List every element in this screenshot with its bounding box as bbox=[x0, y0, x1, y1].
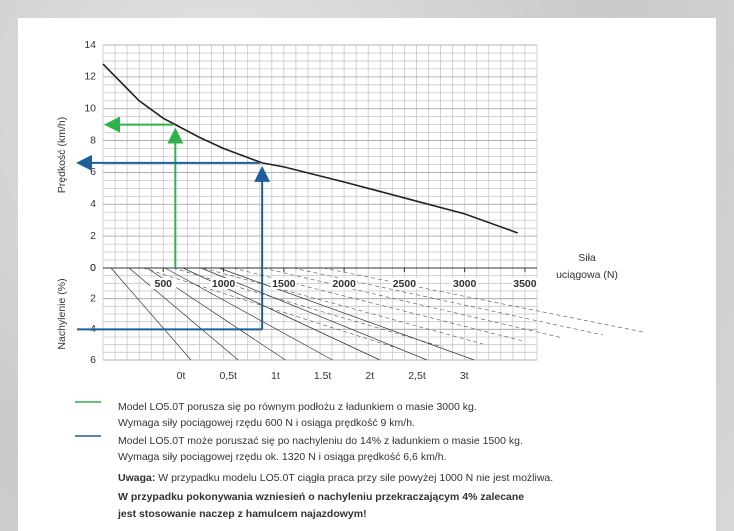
mass-line bbox=[110, 267, 192, 361]
y-label: Prędkość (km/h) bbox=[56, 117, 68, 193]
y-tick-label: 8 bbox=[90, 134, 96, 146]
y2-label: Nachylenie (%) bbox=[56, 278, 68, 349]
mass-label: 1t bbox=[271, 370, 280, 382]
mass-line bbox=[200, 267, 428, 361]
tick-bg bbox=[391, 278, 418, 289]
y-tick-label: 6 bbox=[90, 166, 96, 178]
mass-line bbox=[172, 267, 444, 348]
mass-label: 0,5t bbox=[219, 370, 237, 382]
mass-line bbox=[164, 267, 333, 361]
mass-line bbox=[128, 267, 239, 361]
y-tick-label: 2 bbox=[90, 230, 96, 242]
note-text: W przypadku modelu LO5.0T ciągła praca p… bbox=[155, 472, 553, 484]
tick-bg bbox=[511, 278, 538, 289]
y2-tick-label: 6 bbox=[90, 354, 96, 366]
panel bbox=[18, 18, 716, 531]
mass-line bbox=[322, 267, 644, 333]
note: Uwaga: W przypadku modelu LO5.0T ciągła … bbox=[118, 472, 553, 484]
mass-label: 1.5t bbox=[314, 370, 332, 382]
mass-line bbox=[142, 267, 404, 351]
mass-label: 3t bbox=[460, 370, 469, 382]
x-tick-label: 1000 bbox=[212, 278, 236, 290]
mass-label: 2,5t bbox=[408, 370, 426, 382]
x-label: uciągowa (N) bbox=[556, 269, 618, 281]
tick-bg bbox=[331, 278, 358, 289]
legend-text: Wymaga siły pociągowej rzędu 600 N i osi… bbox=[118, 417, 415, 429]
warning: W przypadku pokonywania wzniesień o nach… bbox=[118, 491, 524, 503]
x-tick-label: 2000 bbox=[332, 278, 356, 290]
tick-bg bbox=[451, 278, 478, 289]
mass-label: 0t bbox=[177, 370, 186, 382]
x-label: Siła bbox=[578, 252, 596, 264]
tick-bg bbox=[270, 278, 297, 289]
x-tick-label: 3500 bbox=[513, 278, 537, 290]
mass-label: 2t bbox=[365, 370, 374, 382]
y-tick-label: 0 bbox=[90, 262, 96, 274]
legend-text: Model LO5.0T porusza się po równym podło… bbox=[118, 401, 477, 413]
x-tick-label: 1500 bbox=[272, 278, 296, 290]
legend-text: Model LO5.0T może poruszać się po nachyl… bbox=[118, 435, 523, 447]
warning: jest stosowanie naczep z hamulcem najazd… bbox=[117, 508, 367, 520]
tick-bg bbox=[210, 278, 237, 289]
legend-text: Wymaga siły pociągowej rzędu ok. 1320 N … bbox=[118, 451, 446, 463]
x-tick-label: 2500 bbox=[393, 278, 417, 290]
tick-bg bbox=[150, 278, 177, 289]
line bbox=[102, 63, 518, 234]
y-tick-label: 14 bbox=[84, 39, 96, 51]
y-tick-label: 10 bbox=[84, 102, 96, 114]
note-bold: Uwaga: bbox=[118, 472, 155, 484]
y-tick-label: 12 bbox=[84, 71, 96, 83]
y2-tick-label: 0 bbox=[90, 262, 96, 274]
y-tick-label: 4 bbox=[90, 198, 96, 210]
y2-tick-label: 2 bbox=[90, 292, 96, 304]
x-tick-label: 3000 bbox=[453, 278, 477, 290]
mass-line bbox=[202, 267, 484, 345]
x-tick-label: 500 bbox=[155, 278, 173, 290]
mass-line bbox=[262, 267, 564, 339]
